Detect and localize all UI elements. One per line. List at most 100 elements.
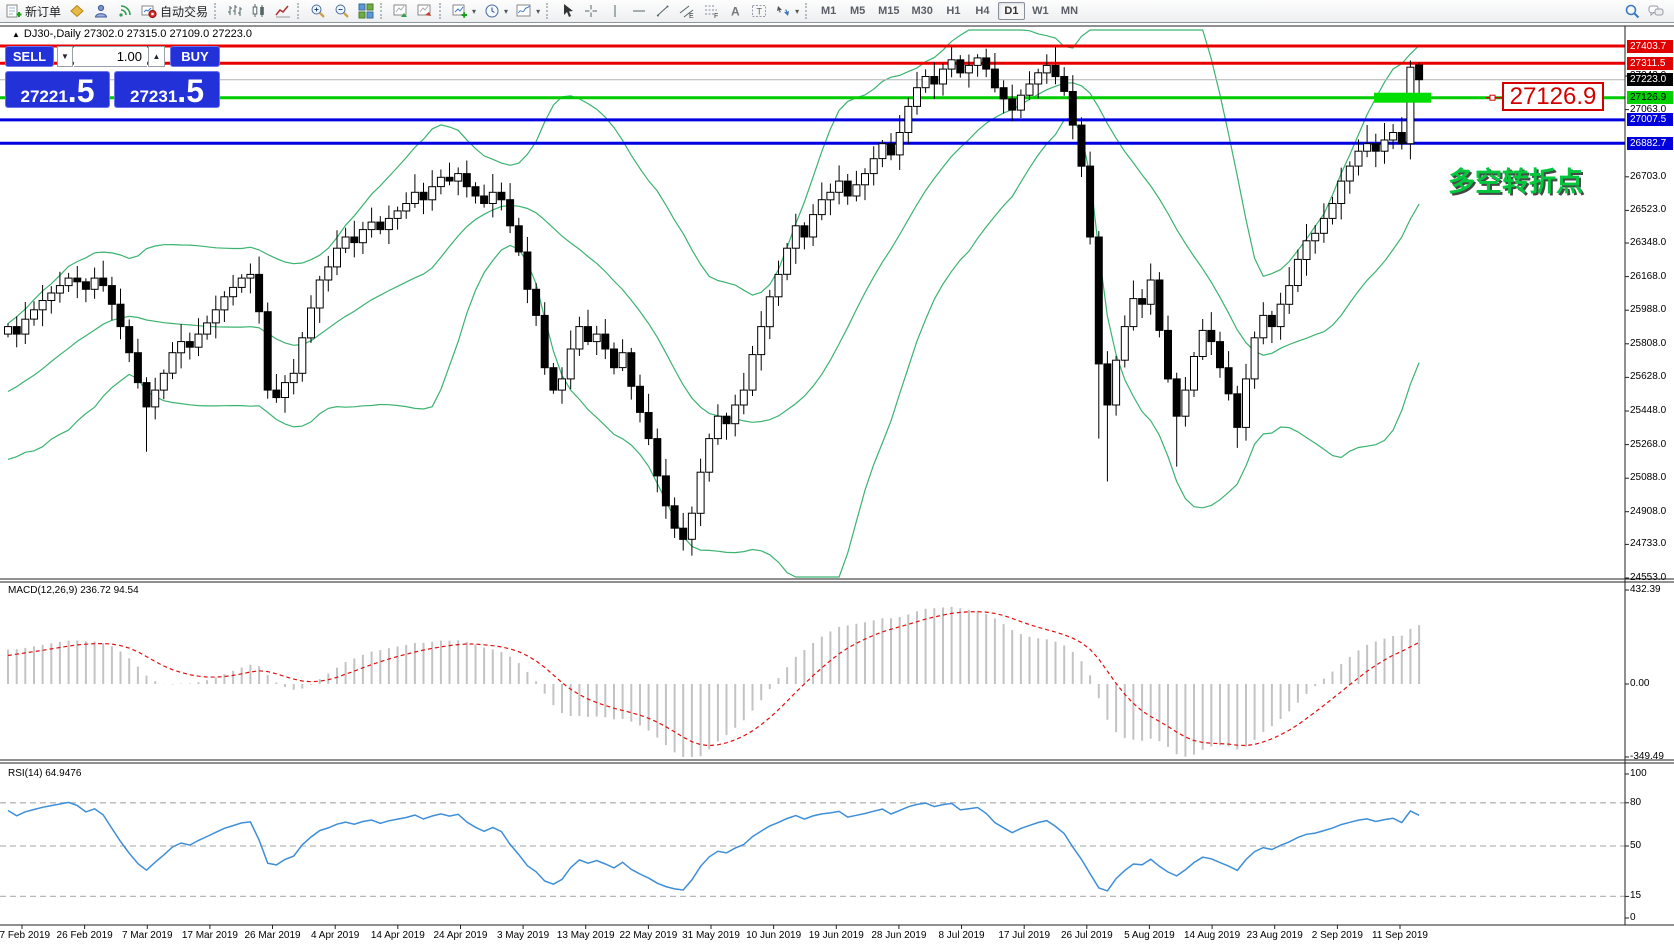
macd-indicator-label: MACD(12,26,9) 236.72 94.54 [8,585,139,596]
buy-price-frac: .5 [177,73,204,109]
sell-button[interactable]: SELL [5,46,54,67]
buy-price-display[interactable]: 27231.5 [114,71,220,108]
zoom-in-icon [310,3,326,19]
trendline-button[interactable] [651,1,675,21]
horizontal-level-lines[interactable] [0,44,1625,145]
chevron-down-icon: ▾ [504,6,509,16]
signals-button[interactable] [113,1,137,21]
arrows-icon [775,3,791,19]
highlight-zone[interactable] [1374,92,1431,103]
tile-windows-button[interactable] [354,1,378,21]
macd-signal-value: 94.54 [113,585,139,596]
bar-chart-button[interactable] [223,1,247,21]
search-button[interactable] [1620,1,1644,21]
cursor-icon [559,3,575,19]
svg-text:A: A [731,5,740,19]
fibonacci-icon: F [703,3,719,19]
zoom-out-button[interactable] [330,1,354,21]
toolbar-separator [439,3,446,19]
chart-cycle-button[interactable] [413,1,437,21]
timeframe-m30-button[interactable]: M30 [911,5,933,17]
panel-borders [0,25,1674,926]
vertical-line-button[interactable] [603,1,627,21]
chart-symbol-header: ▲ DJ30-,Daily 27302.0 27315.0 27109.0 272… [12,28,252,40]
svg-text:T: T [757,7,763,17]
volume-increase-button[interactable]: ▲ [148,46,165,67]
new-order-icon [6,3,22,19]
toolbar-separator [805,3,812,19]
zoom-out-icon [334,3,350,19]
charts-button[interactable] [65,1,89,21]
line-chart-icon [275,3,291,19]
clock-icon [484,3,500,19]
profile-icon [93,3,109,19]
chevron-down-icon: ▾ [472,6,477,16]
crosshair-button[interactable] [579,1,603,21]
chart-forward-icon [393,3,409,19]
fibonacci-button[interactable]: F [699,1,723,21]
sell-price-display[interactable]: 27221.5 [5,71,110,108]
timeframe-m1-button[interactable]: M1 [820,5,837,17]
rsi-indicator-label: RSI(14) 64.9476 [8,768,81,779]
candle-chart-icon [251,3,267,19]
timeframe-h4-button[interactable]: H4 [975,5,990,17]
auto-trading-button[interactable]: 自动交易 [137,1,212,21]
one-click-trading-panel: SELL ▼ 1.00 ▲ BUY 27221.5 27231.5 [5,46,220,108]
macd-signal-line [7,611,1420,747]
toolbar-separator [380,3,387,19]
cursor-button[interactable] [555,1,579,21]
macd-histogram [7,606,1421,757]
new-order-button[interactable]: 新订单 [2,1,65,21]
volume-input[interactable]: 1.00 [74,46,147,67]
timeframe-m15-button[interactable]: M15 [878,5,900,17]
templates-button[interactable]: ▾ [512,1,544,21]
periods-button[interactable]: ▾ [480,1,512,21]
bollinger-bands [7,29,1420,578]
auto-trading-button-label: 自动交易 [160,4,209,19]
rsi-name: RSI(14) [8,768,43,779]
vline-icon [607,3,623,19]
indicators-icon [452,3,468,19]
indicators-button[interactable]: ▾ [448,1,480,21]
volume-decrease-button[interactable]: ▼ [57,46,73,67]
candlestick-series [4,47,1424,556]
tile-windows-icon [358,3,374,19]
zoom-in-button[interactable] [306,1,330,21]
trendline-icon [655,3,671,19]
horizontal-line-button[interactable] [627,1,651,21]
toolbar-separator [546,3,553,19]
timeframe-w1-button[interactable]: W1 [1032,5,1049,17]
text-label-button[interactable]: T [747,1,771,21]
chevron-down-icon: ▾ [536,6,541,16]
price-callout[interactable]: 27126.9 [1502,82,1604,111]
text-button[interactable]: A [723,1,747,21]
arrows-button[interactable]: ▾ [771,1,803,21]
hline-icon [631,3,647,19]
profile-button[interactable] [89,1,113,21]
timeframe-mn-button[interactable]: MN [1060,5,1079,17]
channel-button[interactable]: E [675,1,699,21]
toolbar-right-icons [1620,1,1668,21]
cn-annotation: 多空转折点 [1448,167,1583,197]
toolbar-separator [214,3,221,19]
chat-button[interactable] [1644,1,1668,21]
text-label-icon: T [751,3,767,19]
buy-button[interactable]: BUY [170,46,220,67]
bar-chart-icon [227,3,243,19]
gold-folder-icon [69,3,85,19]
auto-trading-icon [141,3,157,19]
collapse-icon[interactable]: ▲ [12,30,20,39]
text-icon: A [727,3,743,19]
new-chart-button[interactable] [389,1,413,21]
symbol-title: DJ30-,Daily 27302.0 27315.0 27109.0 2722… [23,28,253,40]
signals-icon [117,3,133,19]
candlestick-chart-button[interactable] [247,1,271,21]
search-icon [1624,3,1640,19]
timeframe-d1-button[interactable]: D1 [997,2,1025,20]
timeframe-h1-button[interactable]: H1 [946,5,961,17]
line-chart-button[interactable] [271,1,295,21]
timeframe-m5-button[interactable]: M5 [849,5,866,17]
new-order-button-label: 新订单 [25,4,62,19]
